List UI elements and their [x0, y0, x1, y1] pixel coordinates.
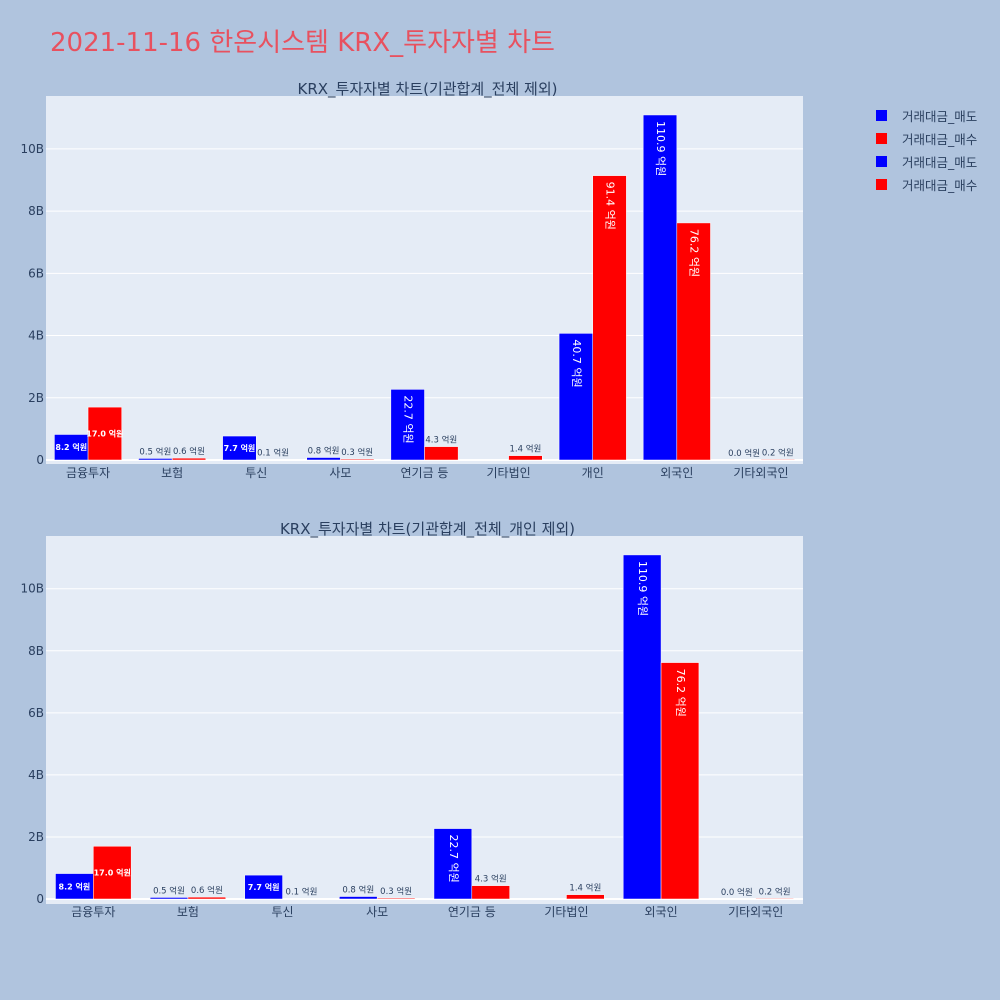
x-tick-label: 외국인 [645, 905, 678, 919]
bar [509, 456, 543, 460]
legend-item[interactable]: 거래대금_매도 [876, 150, 977, 173]
data-label: 76.2 억원 [688, 229, 701, 277]
x-tick-label: 외국인 [660, 466, 693, 480]
y-tick-label: 10B [20, 142, 44, 156]
chart-title: KRX_투자자별 차트(기관합계_전체 제외) [298, 80, 558, 99]
legend-label: 거래대금_매도 [902, 106, 977, 125]
x-tick-label: 사모 [329, 466, 351, 480]
bar [340, 459, 374, 460]
y-tick-label: 0 [36, 453, 44, 467]
bar [761, 459, 795, 460]
bar [566, 895, 604, 899]
data-label: 8.2 억원 [55, 442, 87, 452]
x-tick-label: 금융투자 [71, 905, 115, 919]
legend-label: 거래대금_매도 [902, 152, 977, 171]
y-tick-label: 6B [28, 266, 44, 280]
data-label: 22.7 억원 [402, 395, 415, 443]
data-label: 0.5 억원 [153, 885, 185, 896]
data-label: 91.4 억원 [604, 182, 617, 230]
data-label: 0.8 억원 [308, 446, 340, 457]
data-label: 110.9 억원 [636, 561, 649, 616]
data-label: 0.8 억원 [342, 885, 374, 896]
x-tick-label: 개인 [582, 466, 604, 480]
x-tick-label: 기타법인 [487, 466, 531, 480]
data-label: 7.7 억원 [224, 443, 256, 453]
data-label: 40.7 억원 [570, 339, 583, 387]
bar [139, 458, 173, 460]
data-label: 7.7 억원 [248, 882, 280, 892]
legend-swatch [876, 110, 887, 121]
legend-swatch [876, 179, 887, 190]
data-label: 0.6 억원 [191, 885, 223, 896]
data-label: 8.2 억원 [59, 881, 91, 891]
x-tick-label: 보험 [177, 905, 199, 919]
data-label: 110.9 억원 [654, 121, 667, 176]
y-tick-label: 4B [28, 329, 44, 343]
chart-title: KRX_투자자별 차트(기관합계_전체_개인 제외) [280, 520, 575, 539]
data-label: 4.3 억원 [425, 435, 457, 446]
data-label: 76.2 억원 [674, 669, 687, 717]
data-label: 17.0 억원 [94, 868, 131, 878]
x-tick-label: 금융투자 [66, 466, 110, 480]
legend-item[interactable]: 거래대금_매도 [876, 104, 977, 127]
y-tick-label: 10B [20, 582, 44, 596]
data-label: 0.0 억원 [728, 448, 760, 459]
data-label: 0.1 억원 [257, 448, 289, 459]
x-tick-label: 투신 [245, 466, 267, 480]
y-tick-label: 6B [28, 706, 44, 720]
legend-item[interactable]: 거래대금_매수 [876, 127, 977, 150]
bar [307, 458, 341, 460]
bar [756, 898, 794, 899]
y-tick-label: 2B [28, 830, 44, 844]
y-tick-label: 4B [28, 768, 44, 782]
x-tick-label: 연기금 등 [448, 905, 496, 919]
chart-panel: 0 2B 4B 6B 8B 10B KRX_투자자별 차트(기관합계_전체 제외) 금융투자 8… [20, 80, 803, 480]
data-label: 4.3 억원 [475, 874, 507, 885]
x-tick-label: 기타외국인 [728, 905, 783, 919]
data-label: 22.7 억원 [447, 835, 460, 883]
data-label: 0.0 억원 [721, 887, 753, 898]
bar [339, 897, 377, 899]
x-tick-label: 기타외국인 [733, 466, 788, 480]
data-label: 0.2 억원 [762, 447, 794, 458]
legend-swatch [876, 133, 887, 144]
y-tick-label: 8B [28, 204, 44, 218]
data-label: 1.4 억원 [569, 883, 601, 894]
x-tick-label: 기타법인 [544, 905, 588, 919]
data-label: 0.3 억원 [380, 886, 412, 897]
x-tick-label: 투신 [272, 905, 294, 919]
data-label: 0.6 억원 [173, 446, 205, 457]
data-label: 0.3 억원 [341, 447, 373, 458]
chart-panel: 0 2B 4B 6B 8B 10B KRX_투자자별 차트(기관합계_전체_개인 제외) 금융… [20, 520, 803, 919]
y-tick-label: 0 [36, 892, 44, 906]
legend-swatch [876, 156, 887, 167]
y-tick-label: 2B [28, 391, 44, 405]
y-tick-label: 8B [28, 644, 44, 658]
x-tick-label: 보험 [161, 466, 183, 480]
bar [150, 897, 188, 899]
data-label: 17.0 억원 [86, 429, 123, 439]
data-label: 0.2 억원 [759, 886, 791, 897]
bar [377, 898, 415, 899]
x-tick-label: 사모 [366, 905, 388, 919]
bar [472, 886, 510, 899]
data-label: 0.1 억원 [286, 887, 318, 898]
bar [172, 458, 206, 460]
data-label: 0.5 억원 [139, 446, 171, 457]
legend-label: 거래대금_매수 [902, 175, 977, 194]
bar [425, 447, 459, 460]
legend-item[interactable]: 거래대금_매수 [876, 173, 977, 196]
bar [188, 897, 226, 899]
legend: 거래대금_매도 거래대금_매수 거래대금_매도 거래대금_매수 [876, 104, 977, 196]
x-tick-label: 연기금 등 [401, 466, 449, 480]
legend-label: 거래대금_매수 [902, 129, 977, 148]
data-label: 1.4 억원 [509, 444, 541, 455]
